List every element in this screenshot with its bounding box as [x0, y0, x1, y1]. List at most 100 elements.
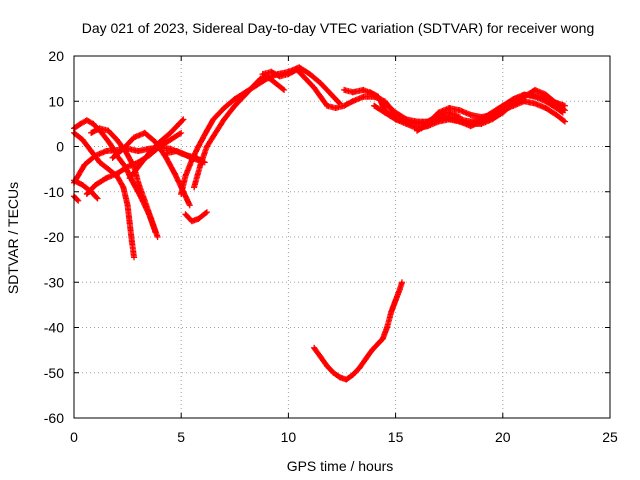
data-point [173, 148, 180, 155]
data-point [392, 109, 399, 116]
data-point [349, 372, 356, 379]
data-point [88, 148, 95, 155]
data-point [242, 91, 249, 98]
data-point [135, 148, 142, 155]
chart-title: Day 021 of 2023, Sidereal Day-to-day VTE… [82, 20, 595, 36]
data-point [195, 215, 202, 222]
series-track-11 [182, 209, 210, 225]
data-point [396, 286, 403, 293]
data-point [293, 66, 300, 73]
data-point [107, 141, 114, 148]
data-point [549, 98, 556, 105]
data-point [178, 129, 185, 136]
data-point [141, 197, 148, 204]
data-point [371, 102, 378, 109]
x-tick-label: 5 [177, 429, 185, 445]
data-point [323, 362, 330, 369]
series-track-20 [311, 279, 406, 383]
y-tick-label: -10 [44, 184, 64, 200]
x-tick-label: 0 [70, 429, 78, 445]
data-point [456, 118, 463, 125]
data-point [360, 93, 367, 100]
data-point [272, 80, 279, 87]
grid-lines [74, 56, 610, 418]
data-point [553, 111, 560, 118]
data-point [79, 136, 86, 143]
y-tick-label: -50 [44, 365, 64, 381]
data-point [167, 129, 174, 136]
data-point [105, 166, 112, 173]
data-point [431, 116, 438, 123]
data-point [79, 181, 86, 188]
data-point [259, 71, 266, 78]
data-point [403, 120, 410, 127]
data-point [154, 234, 161, 240]
data-point [268, 68, 275, 75]
data-point [81, 161, 88, 168]
data-point [92, 181, 99, 188]
data-point [103, 175, 110, 182]
data-point [349, 98, 356, 105]
data-point [531, 100, 538, 107]
data-point [285, 71, 292, 78]
data-point [257, 75, 264, 82]
y-tick-label: -60 [44, 410, 64, 426]
y-tick-label: 10 [48, 93, 64, 109]
data-point [203, 127, 210, 134]
data-point [113, 170, 120, 177]
data-point [83, 191, 90, 198]
series-track-19 [418, 91, 568, 132]
data-point [178, 191, 185, 198]
data-point [478, 118, 485, 125]
data-point [251, 82, 258, 89]
data-point [221, 105, 228, 112]
data-point [435, 109, 442, 116]
data-point [561, 102, 568, 109]
data-point [336, 374, 343, 381]
data-point [128, 238, 135, 245]
data-point [521, 98, 528, 105]
data-point [323, 102, 330, 109]
y-axis-label: SDTVAR / TECUs [5, 182, 21, 294]
series-track-09 [126, 116, 187, 182]
data-point [392, 116, 399, 123]
data-point [146, 150, 153, 157]
data-point [525, 91, 532, 98]
x-tick-label: 15 [388, 429, 404, 445]
data-point [109, 154, 116, 161]
data-point [561, 118, 568, 125]
data-point [343, 376, 350, 383]
data-point [212, 129, 219, 136]
data-point [135, 163, 142, 170]
data-point [197, 161, 204, 168]
data-point [531, 86, 538, 93]
data-point [188, 157, 195, 164]
y-tick-label: -40 [44, 320, 64, 336]
y-tick-label: 0 [56, 139, 64, 155]
data-point [317, 93, 324, 100]
x-axis-label: GPS time / hours [287, 458, 394, 474]
data-point [96, 125, 103, 132]
data-point [188, 218, 195, 225]
y-tick-label: -30 [44, 274, 64, 290]
data-point [384, 324, 391, 331]
data-point [356, 365, 363, 372]
data-point [96, 159, 103, 166]
data-point [317, 80, 324, 87]
data-point [88, 129, 95, 136]
data-point [180, 116, 187, 123]
data-point [156, 138, 163, 145]
data-point [210, 116, 217, 123]
data-point [182, 172, 189, 179]
data-point [182, 211, 189, 218]
data-point [311, 84, 318, 91]
data-point [113, 136, 120, 143]
data-point [388, 308, 395, 315]
series-track-13 [191, 73, 288, 191]
data-point [276, 73, 283, 80]
data-point [381, 109, 388, 116]
data-point [94, 195, 101, 202]
x-tick-label: 25 [602, 429, 618, 445]
